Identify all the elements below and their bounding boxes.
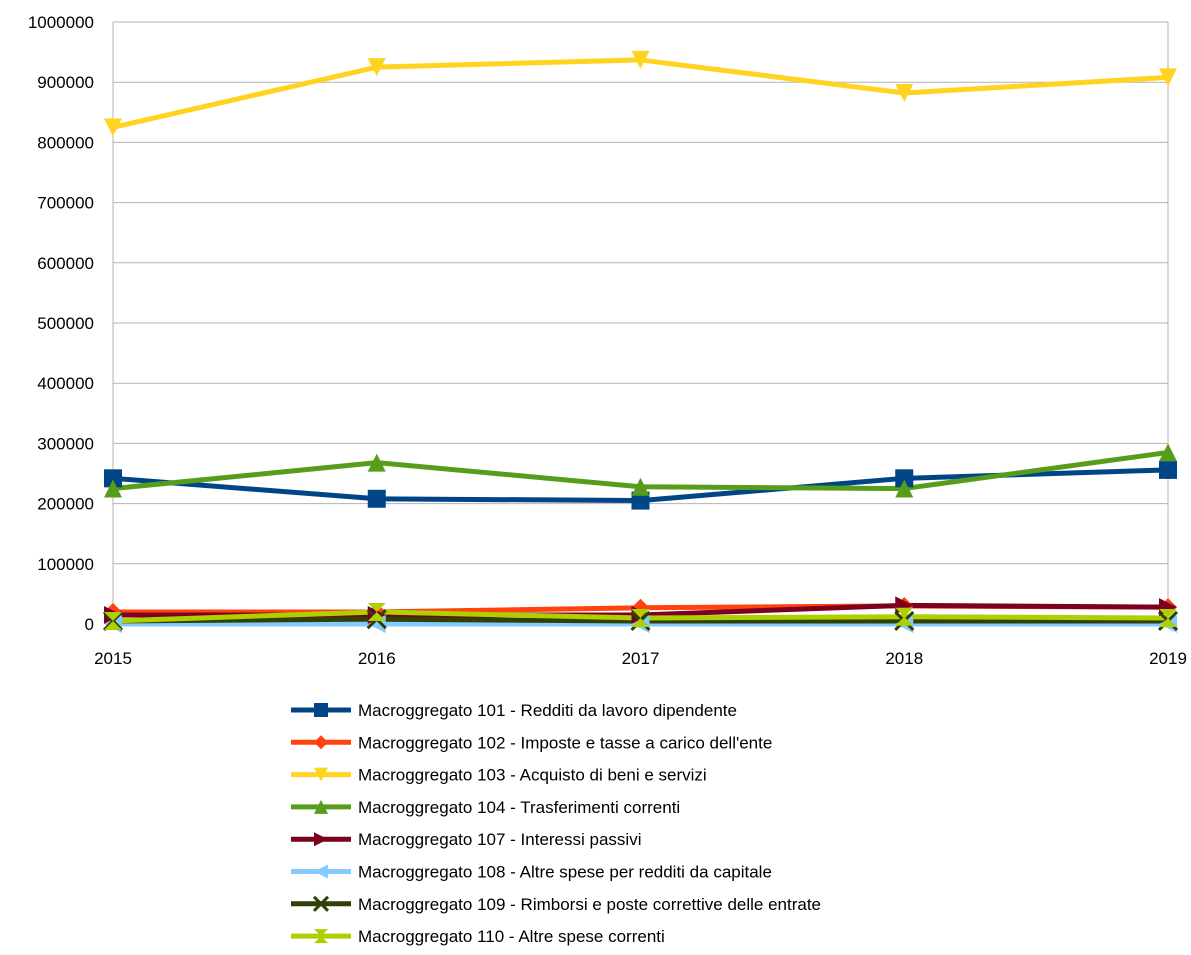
axes: 0 100000 200000 300000 400000 500000 600000 700… [28,13,1187,668]
y-tick-label: 100000 [37,555,94,574]
data-point [314,735,328,750]
legend-label: Macroggregato 103 - Acquisto di beni e s… [358,766,707,785]
y-tick-label: 700000 [37,194,94,213]
data-point-stroke [312,895,330,912]
data-point [314,832,328,847]
legend-label: Macroggregato 101 - Redditi da lavoro di… [358,701,737,720]
data-point [104,469,122,488]
y-tick-label: 500000 [37,314,94,333]
data-point [895,607,914,626]
y-tick-label: 800000 [37,133,94,152]
data-point [314,767,328,782]
legend-label: Macroggregato 102 - Imposte e tasse a ca… [358,733,772,752]
y-tick-label: 900000 [37,73,94,92]
data-point [895,84,914,103]
legend: Macroggregato 101 - Redditi da lavoro di… [291,701,821,946]
data-point [104,118,122,137]
legend-item: Macroggregato 108 - Altre spese per redd… [291,863,772,882]
y-tick-label: 0 [85,615,94,634]
y-tick-label: 200000 [37,495,94,514]
data-point [312,895,330,912]
legend-item: Macroggregato 107 - Interessi passivi [291,830,641,849]
data-point [895,469,914,488]
legend-item: Macroggregato 101 - Redditi da lavoro di… [291,701,737,720]
legend-item: Macroggregato 109 - Rimborsi e poste cor… [291,895,821,914]
x-tick-label: 2018 [885,649,923,668]
legend-item: Macroggregato 110 - Altre spese correnti [291,927,665,946]
legend-label: Macroggregato 108 - Altre spese per redd… [358,863,772,882]
legend-item: Macroggregato 102 - Imposte e tasse a ca… [291,733,772,752]
data-point [367,58,386,77]
data-point [367,453,386,472]
legend-label: Macroggregato 110 - Altre spese correnti [358,927,665,946]
data-point [631,477,650,496]
data-point [314,703,328,717]
series-lines [112,57,1169,627]
x-tick-label: 2017 [622,649,660,668]
data-point [314,864,328,879]
y-tick-label: 1000000 [28,13,94,32]
legend-item: Macroggregato 103 - Acquisto di beni e s… [291,766,707,785]
data-point [1159,460,1177,479]
data-point [631,50,650,69]
y-tick-label: 300000 [37,434,94,453]
x-tick-label: 2015 [94,649,132,668]
data-point [1159,443,1177,462]
data-point [631,608,650,627]
data-point [314,929,328,944]
data-point [367,602,386,621]
x-tick-label: 2019 [1149,649,1187,668]
data-point [104,479,122,498]
legend-label: Macroggregato 104 - Trasferimenti corren… [358,798,680,817]
data-point [314,799,328,814]
y-tick-label: 400000 [37,374,94,393]
series-line [112,57,1169,130]
x-tick-label: 2016 [358,649,396,668]
data-point [367,489,386,508]
data-point [104,611,122,630]
series-markers [102,50,1179,633]
data-point [895,479,914,498]
gridlines [112,21,1169,625]
legend-label: Macroggregato 107 - Interessi passivi [358,830,641,849]
legend-label: Macroggregato 109 - Rimborsi e poste cor… [358,895,821,914]
data-point [1159,68,1177,87]
data-point [1159,608,1177,627]
y-tick-label: 600000 [37,254,94,273]
data-point [631,491,650,510]
legend-item: Macroggregato 104 - Trasferimenti corren… [291,798,680,817]
